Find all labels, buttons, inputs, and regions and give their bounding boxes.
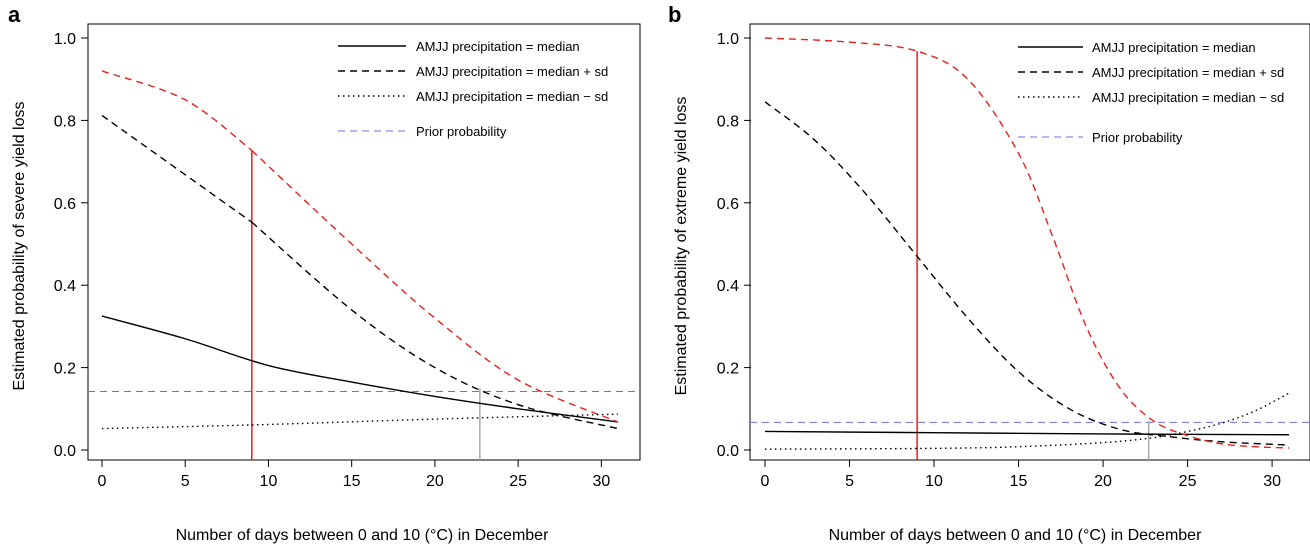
- legend-label: AMJJ precipitation = median + sd: [416, 64, 608, 79]
- y-tick-label: 0.8: [717, 113, 739, 130]
- legend-label: AMJJ precipitation = median + sd: [1092, 65, 1284, 80]
- series-line-a-2: [101, 70, 253, 152]
- panel-b-label: b: [668, 2, 681, 27]
- panel-a-plot-frame: [87, 23, 641, 461]
- series-line-b-0: [764, 430, 1290, 436]
- x-tick-label: 20: [1094, 473, 1112, 490]
- panel-a: a 0.0 0.2 0.4 0.6 0.8 1.0 0 5 10 15 20 25 30 Number …: [8, 2, 641, 544]
- panel-a-y-axis-label: Estimated probability of severe yield lo…: [11, 101, 28, 390]
- panel-a-label: a: [8, 2, 21, 27]
- y-tick-label: 0.8: [54, 113, 76, 130]
- x-tick-label: 15: [1010, 473, 1028, 490]
- x-tick-label: 25: [509, 473, 527, 490]
- panel-b: b 0.0 0.2 0.4 0.6 0.8 1.0 0 5 10 15 20 25 30 Number …: [668, 2, 1310, 544]
- x-tick-label: 25: [1179, 473, 1197, 490]
- panel-b-x-axis-label: Number of days between 0 and 10 (°C) in …: [829, 527, 1202, 544]
- y-tick-label: 0.4: [54, 278, 76, 295]
- panel-a-series-layer: [88, 70, 640, 460]
- series-line-b-2: [764, 37, 1290, 449]
- y-tick-label: 0.4: [717, 278, 739, 295]
- y-tick-label: 0.6: [717, 196, 739, 213]
- x-tick-label: 15: [343, 473, 361, 490]
- y-tick-label: 1.0: [717, 31, 739, 48]
- y-tick-label: 0.6: [54, 196, 76, 213]
- panel-b-legend: AMJJ precipitation = median AMJJ precipit…: [1018, 40, 1284, 145]
- series-line-a-3: [251, 149, 619, 423]
- series-line-a-1: [101, 114, 253, 223]
- x-tick-label: 0: [98, 473, 107, 490]
- panel-b-y-axis-label: Estimated probability of extreme yield l…: [673, 97, 690, 396]
- legend-label: AMJJ precipitation = median − sd: [416, 89, 608, 104]
- legend-label: AMJJ precipitation = median: [1092, 40, 1256, 55]
- y-tick-label: 0.2: [717, 361, 739, 378]
- y-tick-label: 0.0: [54, 443, 76, 460]
- series-line-a-4: [251, 221, 619, 430]
- panel-a-legend: AMJJ precipitation = median AMJJ precipit…: [338, 39, 608, 139]
- panel-a-ticks: 0.0 0.2 0.4 0.6 0.8 1.0 0 5 10 15 20 25 30: [54, 31, 611, 490]
- x-tick-label: 10: [925, 473, 943, 490]
- x-tick-label: 30: [1263, 473, 1281, 490]
- legend-label: AMJJ precipitation = median − sd: [1092, 90, 1284, 105]
- x-tick-label: 0: [761, 473, 770, 490]
- y-tick-label: 0.2: [54, 361, 76, 378]
- x-tick-label: 5: [845, 473, 854, 490]
- panel-b-plot-frame: [749, 23, 1310, 461]
- panel-b-ticks: 0.0 0.2 0.4 0.6 0.8 1.0 0 5 10 15 20 25 30: [717, 31, 1281, 490]
- panel-b-series-layer: [750, 37, 1310, 460]
- x-tick-label: 30: [592, 473, 610, 490]
- series-line-b-3: [764, 392, 1290, 450]
- x-tick-label: 10: [260, 473, 278, 490]
- legend-label: Prior probability: [1092, 130, 1183, 145]
- legend-label: AMJJ precipitation = median: [416, 39, 580, 54]
- y-tick-label: 0.0: [717, 443, 739, 460]
- series-line-a-5: [101, 413, 619, 430]
- y-tick-label: 1.0: [54, 31, 76, 48]
- x-tick-label: 20: [426, 473, 444, 490]
- series-line-a-0: [101, 315, 619, 423]
- panel-a-x-axis-label: Number of days between 0 and 10 (°C) in …: [176, 527, 549, 544]
- legend-label: Prior probability: [416, 124, 507, 139]
- series-line-b-1: [764, 101, 1290, 446]
- x-tick-label: 5: [181, 473, 190, 490]
